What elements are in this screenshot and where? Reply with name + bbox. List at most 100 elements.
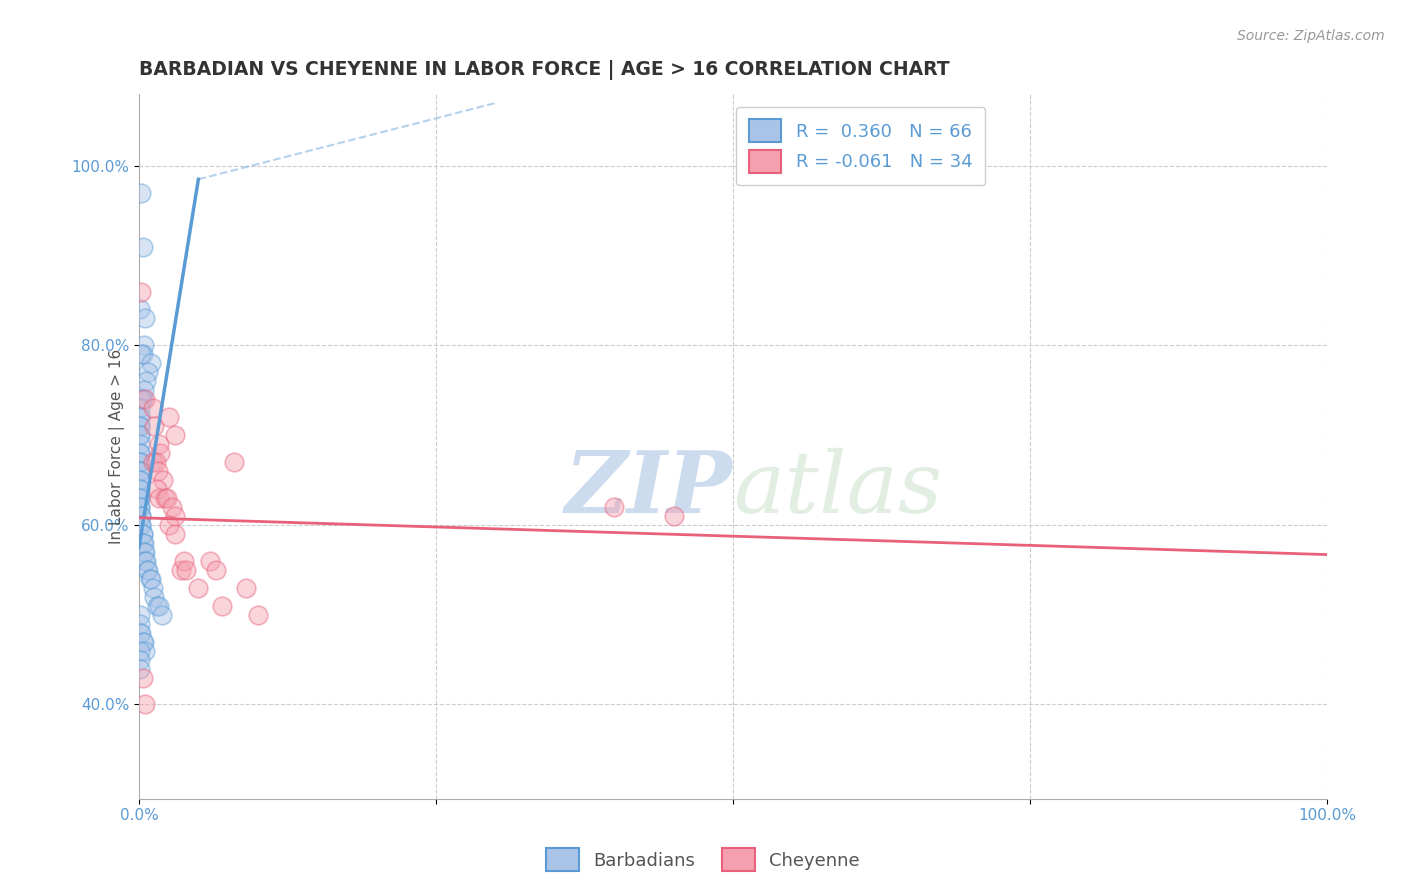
Point [129,302,152,317]
Point [134,311,156,326]
Point [131,518,153,533]
Point [205,563,228,577]
Point [146,482,169,496]
Point [129,455,152,469]
Point [176,563,198,577]
Point [131,508,153,523]
Point [169,563,191,577]
Point [132,338,155,352]
Point [129,401,152,416]
Point [132,545,155,559]
Point [129,473,152,487]
Point [129,616,152,631]
Point [131,508,153,523]
Point [136,563,159,577]
Point [235,581,257,595]
Point [129,410,152,425]
Point [129,500,152,514]
Point [131,186,153,200]
Point [150,607,173,622]
Point [139,356,162,370]
Point [134,392,156,407]
Point [129,446,152,460]
Point [148,599,170,613]
Point [152,473,174,487]
Point [163,527,186,541]
Point [142,401,165,416]
Point [662,508,685,523]
Point [146,464,169,478]
Point [157,410,180,425]
Point [129,455,152,469]
Point [148,437,170,451]
Point [129,464,152,478]
Point [129,500,152,514]
Point [129,410,152,425]
Point [129,473,152,487]
Point [603,500,626,514]
Point [187,581,209,595]
Point [145,455,167,469]
Text: Source: ZipAtlas.com: Source: ZipAtlas.com [1237,29,1385,43]
Point [129,491,152,505]
Point [143,419,166,434]
Point [129,437,152,451]
Point [142,581,165,595]
Point [129,428,152,442]
Point [129,446,152,460]
Point [131,285,153,299]
Point [132,384,155,398]
Point [129,607,152,622]
Point [143,590,166,604]
Point [131,392,153,407]
Text: atlas: atlas [733,448,942,530]
Point [129,419,152,434]
Point [131,347,153,361]
Legend: Barbadians, Cheyenne: Barbadians, Cheyenne [538,841,868,879]
Point [211,599,233,613]
Point [149,446,172,460]
Point [138,365,160,379]
Point [129,428,152,442]
Point [138,572,160,586]
Point [131,347,153,361]
Point [157,518,180,533]
Point [132,634,155,648]
Point [129,482,152,496]
Point [142,455,165,469]
Point [222,455,245,469]
Point [129,652,152,666]
Point [129,419,152,434]
Point [131,527,153,541]
Point [134,554,156,568]
Y-axis label: In Labor Force | Age > 16: In Labor Force | Age > 16 [110,349,125,544]
Point [131,240,153,254]
Point [132,536,155,550]
Point [134,643,156,657]
Point [163,428,186,442]
Point [131,536,153,550]
Text: BARBADIAN VS CHEYENNE IN LABOR FORCE | AGE > 16 CORRELATION CHART: BARBADIAN VS CHEYENNE IN LABOR FORCE | A… [139,60,949,79]
Point [138,563,160,577]
Point [131,671,153,685]
Point [129,464,152,478]
Point [134,698,156,712]
Point [148,491,170,505]
Point [135,374,157,388]
Point [134,545,156,559]
Point [139,572,162,586]
Point [156,491,179,505]
Point [131,518,153,533]
Legend: R =  0.360   N = 66, R = -0.061   N = 34: R = 0.360 N = 66, R = -0.061 N = 34 [737,107,986,186]
Point [246,607,269,622]
Point [129,482,152,496]
Point [129,662,152,676]
Point [131,634,153,648]
Point [129,491,152,505]
Point [153,491,176,505]
Point [146,599,169,613]
Point [129,643,152,657]
Text: ZIP: ZIP [565,447,733,531]
Point [129,625,152,640]
Point [131,392,153,407]
